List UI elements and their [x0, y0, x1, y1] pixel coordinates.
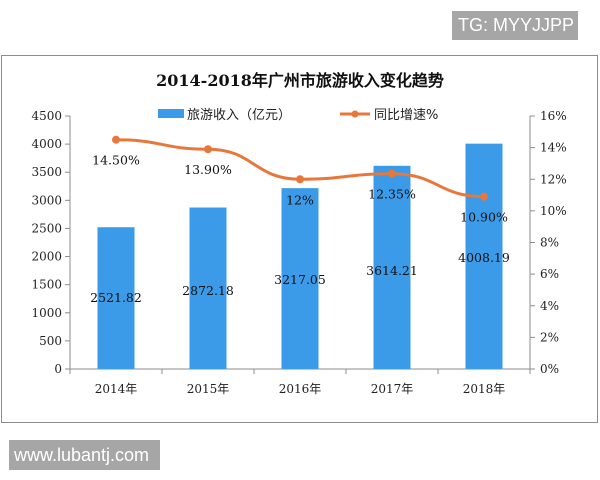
- line-marker-icon: [204, 145, 212, 154]
- right-axis-tick-label: 0%: [540, 362, 559, 376]
- data-labels: 2521.82 2872.18 3217.05 3614.21 4008.19 14.50…: [90, 153, 510, 305]
- bar-value-label: 3217.05: [274, 272, 326, 287]
- chart-title: 2014-2018年广州市旅游收入变化趋势: [156, 71, 444, 90]
- right-axis-tick-label: 6%: [540, 267, 559, 281]
- bar-series: [97, 143, 503, 369]
- bar-value-label: 2521.82: [90, 290, 142, 305]
- growth-value-label: 13.90%: [184, 162, 232, 177]
- growth-value-label: 12.35%: [368, 187, 416, 202]
- line-marker-icon: [112, 135, 120, 144]
- watermark-tag-bottom: www.lubantj.com: [9, 440, 160, 470]
- left-axis-tick-label: 4000: [31, 137, 62, 151]
- right-y-axis: 16% 14% 12% 10% 8% 6% 4% 2% 0%: [529, 109, 567, 376]
- legend-marker-icon: [351, 110, 359, 118]
- left-axis-tick-label: 1000: [31, 306, 62, 320]
- right-axis-tick-label: 2%: [540, 330, 559, 344]
- bar: [97, 227, 135, 369]
- x-axis-category-label: 2015年: [187, 382, 230, 396]
- bar: [281, 188, 319, 369]
- growth-value-label: 14.50%: [92, 153, 140, 168]
- right-axis-tick-label: 14%: [540, 141, 567, 155]
- x-axis-category-label: 2018年: [463, 382, 506, 396]
- bar-value-label: 3614.21: [366, 263, 418, 278]
- bar-value-label: 4008.19: [458, 250, 510, 265]
- right-axis-tick-label: 4%: [540, 299, 559, 313]
- x-axis-category-label: 2017年: [371, 382, 414, 396]
- bar: [373, 165, 411, 369]
- legend-label-revenue: 旅游收入（亿元）: [187, 108, 291, 123]
- watermark-tag-top: TG: MYYJJPP: [452, 11, 578, 40]
- x-axis-category-label: 2014年: [95, 382, 138, 396]
- left-axis-tick-label: 500: [39, 334, 62, 348]
- x-axis: 2014年 2015年 2016年 2017年 2018年: [69, 368, 531, 396]
- left-axis-tick-label: 3500: [31, 165, 62, 179]
- left-y-axis: 4500 4000 3500 3000 2500 2000 1500 1000 500 0: [31, 109, 71, 376]
- legend-bar-swatch-icon: [158, 109, 184, 118]
- right-axis-tick-label: 8%: [540, 236, 559, 250]
- left-axis-tick-label: 2500: [31, 221, 62, 235]
- bar: [189, 207, 227, 369]
- growth-value-label: 12%: [286, 192, 314, 207]
- line-marker-icon: [388, 169, 396, 178]
- line-marker-icon: [480, 192, 488, 201]
- right-axis-tick-label: 10%: [540, 204, 567, 218]
- bar-value-label: 2872.18: [182, 283, 234, 298]
- legend-label-growth: 同比增速%: [374, 108, 438, 123]
- right-axis-tick-label: 12%: [540, 172, 567, 186]
- left-axis-tick-label: 4500: [31, 109, 62, 123]
- left-axis-tick-label: 3000: [31, 193, 62, 207]
- left-axis-tick-label: 2000: [31, 250, 62, 264]
- right-axis-tick-label: 16%: [540, 109, 567, 123]
- bar: [465, 143, 503, 369]
- legend: 旅游收入（亿元） 同比增速%: [158, 108, 438, 123]
- line-marker-icon: [296, 175, 304, 184]
- growth-value-label: 10.90%: [460, 210, 508, 225]
- growth-line: [115, 138, 485, 199]
- line-series: [112, 135, 488, 201]
- x-axis-category-label: 2016年: [279, 382, 322, 396]
- left-axis-tick-label: 1500: [31, 278, 62, 292]
- left-axis-tick-label: 0: [54, 362, 62, 376]
